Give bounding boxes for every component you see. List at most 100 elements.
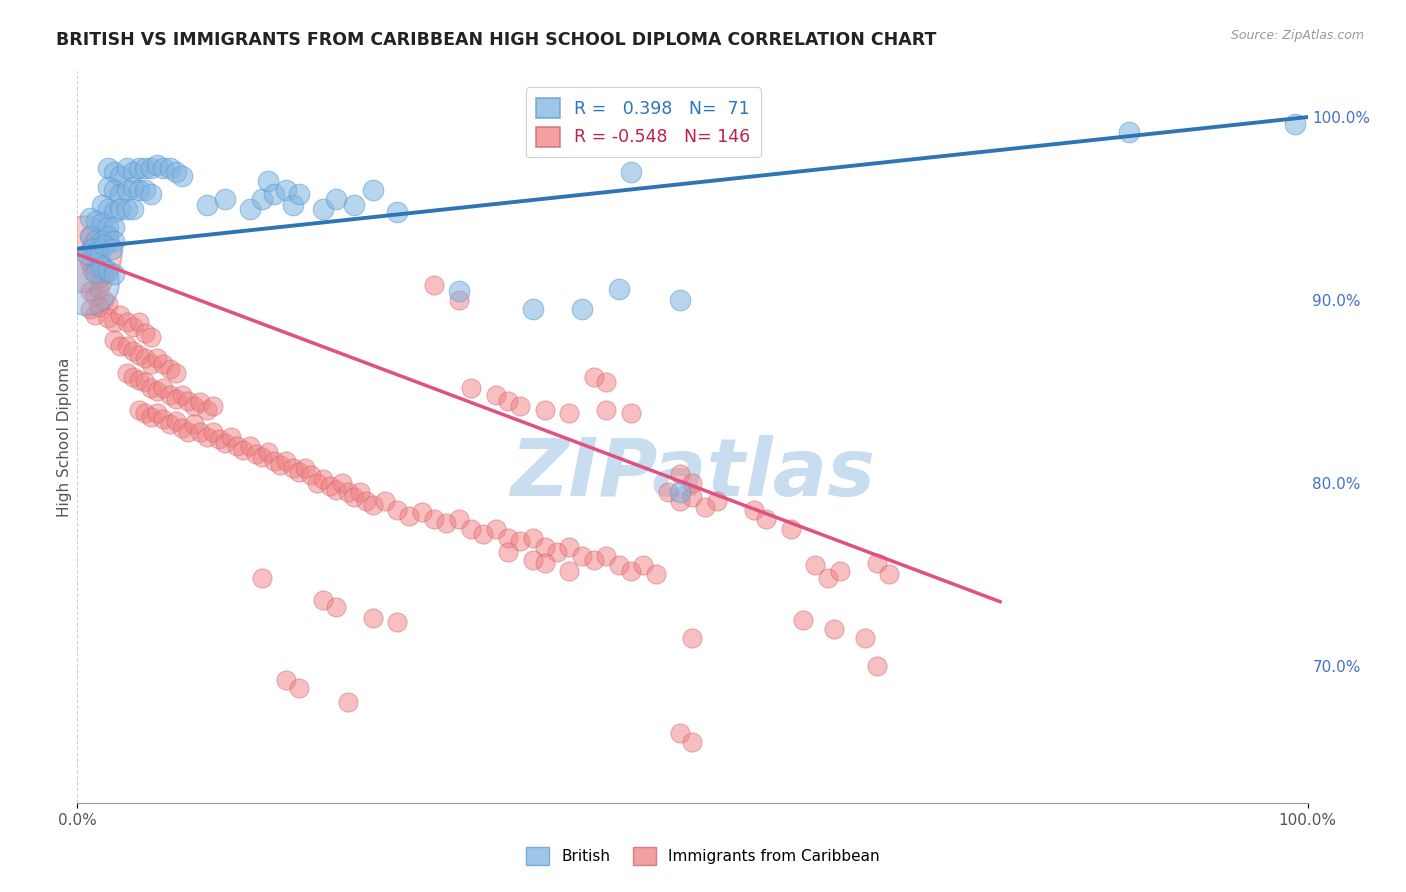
Point: [177, 425, 200, 439]
Point: [276, 183, 298, 197]
Point: [534, 556, 557, 570]
Point: [90, 260, 114, 274]
Point: [152, 161, 174, 176]
Point: [141, 161, 163, 176]
Point: [115, 366, 138, 380]
Point: [595, 375, 617, 389]
Point: [312, 472, 335, 486]
Point: [281, 198, 304, 212]
Point: [134, 406, 156, 420]
Point: [115, 183, 138, 197]
Point: [571, 301, 593, 316]
Point: [146, 158, 169, 172]
Point: [879, 567, 901, 582]
Point: [121, 344, 143, 359]
Point: [121, 320, 143, 334]
Point: [115, 161, 138, 176]
Point: [141, 357, 163, 371]
Point: [496, 393, 519, 408]
Point: [83, 242, 105, 256]
Point: [330, 475, 353, 490]
Point: [82, 242, 104, 256]
Point: [82, 238, 104, 252]
Point: [460, 521, 482, 535]
Point: [79, 301, 101, 316]
Point: [693, 500, 716, 514]
Point: [165, 366, 187, 380]
Point: [97, 311, 120, 326]
Point: [177, 393, 200, 408]
Point: [195, 198, 218, 212]
Point: [276, 673, 298, 688]
Point: [509, 399, 531, 413]
Point: [558, 540, 581, 554]
Point: [97, 296, 120, 310]
Point: [103, 165, 125, 179]
Point: [583, 369, 606, 384]
Point: [159, 388, 181, 402]
Point: [755, 512, 778, 526]
Point: [183, 417, 205, 432]
Point: [201, 399, 224, 413]
Point: [325, 483, 347, 497]
Point: [141, 329, 163, 343]
Point: [152, 411, 174, 425]
Point: [84, 214, 107, 228]
Point: [257, 174, 280, 188]
Point: [84, 233, 107, 247]
Point: [128, 183, 150, 197]
Point: [337, 484, 360, 499]
Point: [134, 351, 156, 366]
Point: [110, 169, 132, 183]
Point: [76, 247, 98, 261]
Point: [472, 527, 495, 541]
Point: [374, 494, 396, 508]
Point: [165, 414, 187, 428]
Point: [84, 245, 107, 260]
Point: [607, 558, 630, 573]
Point: [398, 508, 420, 523]
Point: [159, 362, 181, 376]
Point: [595, 549, 617, 563]
Point: [356, 494, 378, 508]
Point: [103, 183, 125, 197]
Point: [583, 552, 606, 566]
Point: [115, 315, 138, 329]
Point: [90, 235, 114, 249]
Point: [93, 238, 115, 252]
Point: [89, 300, 111, 314]
Point: [232, 442, 254, 457]
Point: [79, 256, 101, 270]
Point: [89, 249, 111, 263]
Point: [93, 293, 115, 307]
Point: [72, 247, 94, 261]
Text: BRITISH VS IMMIGRANTS FROM CARIBBEAN HIGH SCHOOL DIPLOMA CORRELATION CHART: BRITISH VS IMMIGRANTS FROM CARIBBEAN HIG…: [56, 31, 936, 49]
Text: Source: ZipAtlas.com: Source: ZipAtlas.com: [1230, 29, 1364, 42]
Point: [817, 571, 839, 585]
Point: [245, 446, 267, 460]
Point: [312, 592, 335, 607]
Point: [682, 735, 704, 749]
Point: [121, 369, 143, 384]
Point: [159, 417, 181, 432]
Point: [620, 406, 643, 420]
Legend: British, Immigrants from Caribbean: British, Immigrants from Caribbean: [520, 841, 886, 871]
Point: [89, 282, 111, 296]
Point: [110, 338, 132, 352]
Point: [79, 211, 101, 225]
Point: [460, 381, 482, 395]
Point: [830, 564, 852, 578]
Point: [239, 439, 262, 453]
Point: [387, 615, 409, 629]
Point: [361, 183, 384, 197]
Point: [281, 461, 304, 475]
Point: [170, 421, 193, 435]
Point: [219, 430, 242, 444]
Point: [110, 202, 132, 216]
Point: [294, 461, 316, 475]
Point: [853, 631, 876, 645]
Point: [706, 494, 728, 508]
Point: [485, 388, 508, 402]
Point: [214, 435, 236, 450]
Point: [75, 275, 97, 289]
